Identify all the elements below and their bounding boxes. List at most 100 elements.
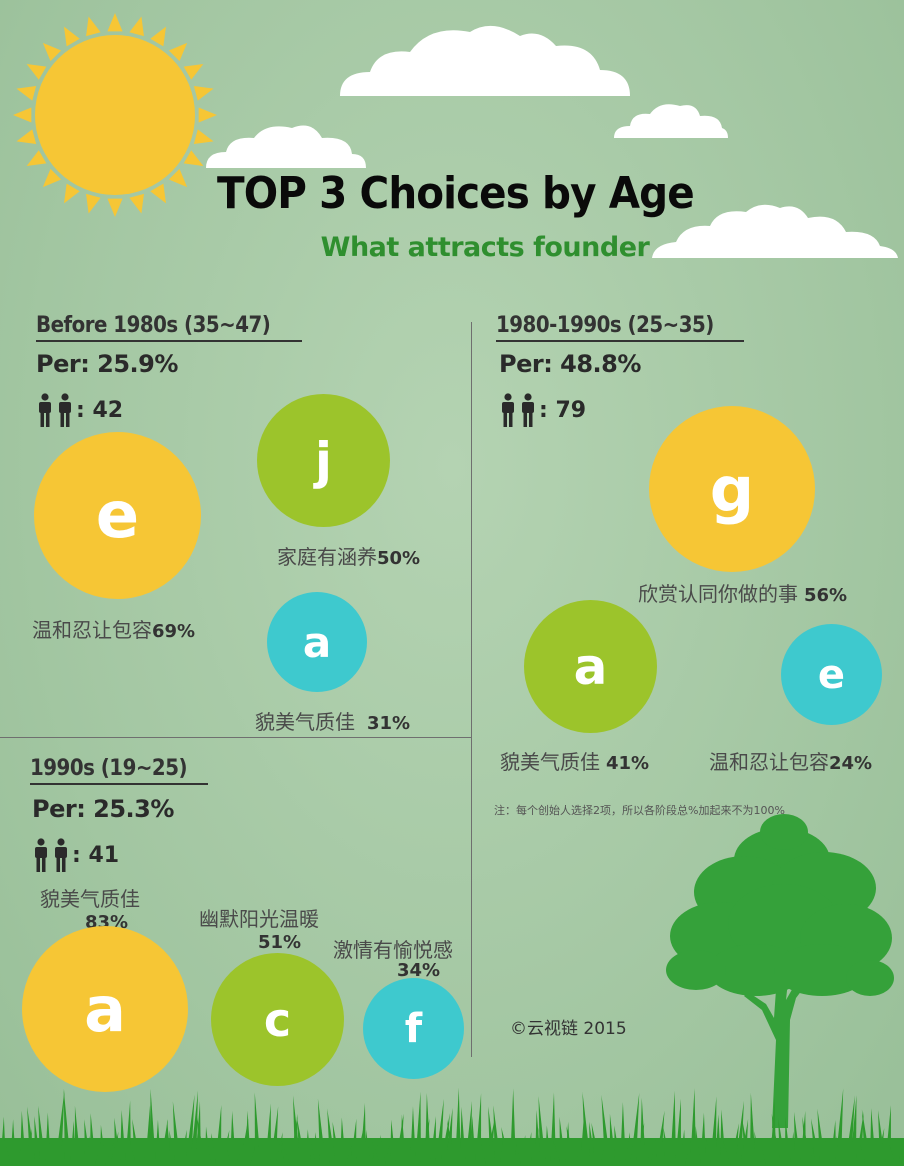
sun-ray	[150, 26, 166, 47]
choice-label: 欣赏认同你做的事	[638, 582, 798, 606]
page-title: TOP 3 Choices by Age	[217, 168, 695, 219]
grass-blade	[150, 1088, 156, 1166]
grass-blade	[575, 1142, 582, 1166]
grass-blade	[10, 1119, 16, 1166]
grass-blade	[655, 1110, 665, 1166]
choice-caption: 温和忍让包容69%	[32, 614, 195, 643]
grass-blade	[169, 1130, 176, 1166]
grass-blade	[680, 1129, 686, 1166]
grass-icon	[0, 1087, 904, 1166]
grass-blade	[715, 1114, 721, 1166]
grass-blade	[785, 1117, 791, 1166]
choice-circle: c	[211, 953, 344, 1086]
grass-blade	[145, 1105, 151, 1166]
sun-ray	[183, 64, 204, 80]
choice-percent: 69%	[152, 621, 196, 642]
grass-blade	[778, 1118, 786, 1166]
grass-blade	[735, 1100, 744, 1166]
divider-horizontal	[0, 737, 471, 738]
grass-blade	[120, 1109, 126, 1166]
choice-caption: 貌美气质佳 41%	[500, 746, 649, 775]
sun-ray	[193, 129, 214, 144]
grass-blade	[430, 1116, 436, 1166]
grass-blade	[515, 1143, 521, 1166]
count-value: : 79	[539, 397, 587, 423]
grass-blade	[811, 1118, 821, 1166]
grass-blade	[685, 1138, 691, 1166]
sun-ray	[13, 107, 32, 123]
choice-label: 幽默阳光温暖	[199, 907, 319, 931]
grass-blade	[845, 1095, 855, 1166]
sun-ray	[193, 86, 214, 101]
grass-blade	[885, 1105, 891, 1166]
sun-ray	[86, 16, 101, 37]
sun-ray	[183, 150, 204, 166]
grass-blade	[630, 1092, 640, 1166]
choice-circle: g	[649, 406, 815, 572]
cloud-icon	[614, 104, 728, 138]
choice-letter: a	[573, 637, 608, 696]
tree-icon	[666, 814, 894, 1128]
grass-blade	[332, 1121, 341, 1166]
grass-blade	[765, 1125, 775, 1166]
grass-blade	[650, 1137, 657, 1166]
people-icon	[35, 838, 67, 872]
grass-blade	[425, 1092, 431, 1166]
grass-blade	[371, 1141, 381, 1166]
choice-circle: a	[22, 926, 188, 1092]
count-value: : 42	[76, 397, 124, 423]
choice-percent: 24%	[829, 753, 873, 774]
grass-blade	[830, 1120, 836, 1166]
choice-percent: 31%	[367, 713, 411, 734]
section-percentage: Per: 25.9%	[36, 350, 178, 378]
choice-circle: e	[781, 624, 882, 725]
choice-letter: f	[404, 1005, 423, 1052]
grass-blade	[165, 1118, 171, 1166]
choice-letter: c	[263, 992, 292, 1047]
choice-caption: 貌美气质佳 31%	[255, 706, 410, 735]
grass-blade	[836, 1135, 846, 1166]
sun-ray	[42, 168, 62, 188]
grass-blade	[582, 1091, 591, 1166]
choice-label: 激情有愉悦感	[333, 938, 453, 962]
sun-ray	[64, 183, 80, 204]
grass-blade	[215, 1104, 222, 1166]
cloud-icon	[340, 25, 630, 96]
grass-blade	[535, 1110, 541, 1166]
people-icon	[502, 393, 534, 427]
choice-caption: 温和忍让包容24%	[709, 746, 872, 775]
sun-icon	[13, 13, 217, 217]
section-count: : 79	[499, 393, 586, 427]
grass-blade	[538, 1096, 546, 1166]
grass-blade	[742, 1119, 751, 1166]
section-percentage: Per: 25.3%	[32, 795, 174, 823]
grass-blade	[38, 1105, 46, 1166]
choice-percent: 50%	[377, 548, 421, 569]
section-heading: 1980-1990s (25~35)	[496, 313, 744, 342]
choice-letter: g	[709, 452, 755, 526]
grass-blade	[315, 1132, 321, 1166]
grass-blade	[340, 1117, 346, 1166]
grass-blade	[475, 1093, 482, 1166]
grass-blade	[385, 1144, 391, 1166]
grass-blade	[245, 1110, 251, 1166]
grass-blade	[465, 1100, 472, 1166]
choice-circle: f	[363, 978, 464, 1079]
section-percentage: Per: 48.8%	[499, 350, 641, 378]
grass-blade	[794, 1111, 801, 1166]
grass-blade	[235, 1140, 245, 1166]
grass-blade	[553, 1140, 561, 1166]
choice-circle: a	[524, 600, 657, 733]
sun-ray	[16, 129, 37, 144]
grass-blade	[230, 1110, 236, 1166]
choice-caption: 欣赏认同你做的事 56%	[638, 578, 847, 607]
grass-blade	[878, 1110, 886, 1166]
grass-blade	[700, 1112, 706, 1166]
grass-blade	[55, 1089, 65, 1166]
choice-percent: 41%	[606, 753, 650, 774]
grass-blade	[410, 1106, 416, 1166]
sun-ray	[168, 168, 188, 188]
grass-blade	[46, 1135, 56, 1166]
grass-blade	[690, 1088, 696, 1166]
grass-blade	[705, 1138, 711, 1166]
